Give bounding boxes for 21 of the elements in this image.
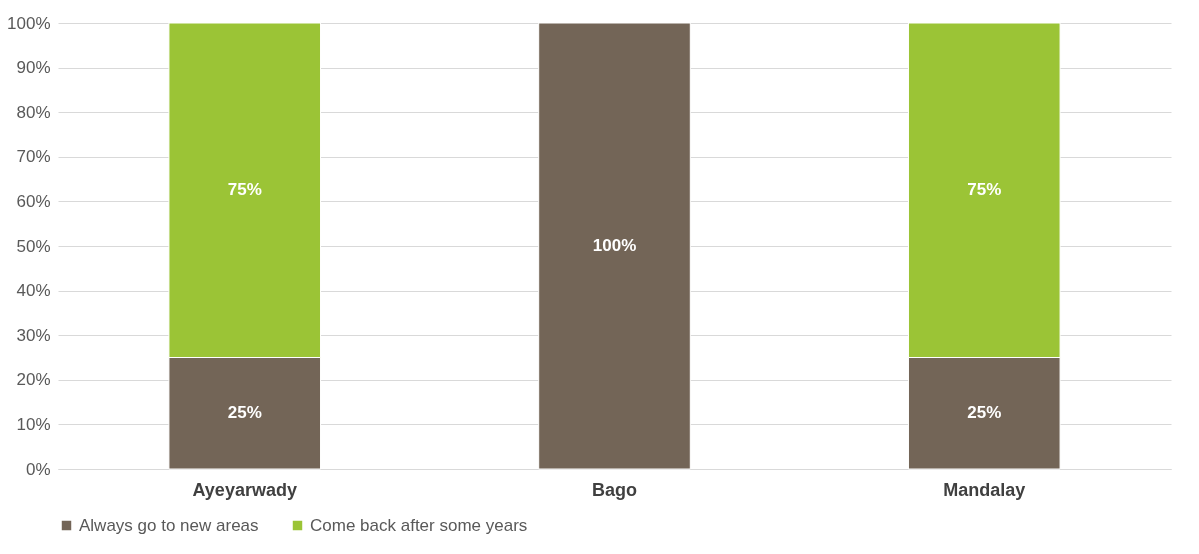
y-tick-label: 20% [16,370,51,390]
legend-label: Always go to new areas [79,515,259,535]
data-label: 100% [592,236,637,255]
y-tick-label: 0% [25,459,51,479]
y-tick-label: 100% [7,13,51,33]
legend-label: Come back after some years [310,515,528,535]
data-label: 25% [227,403,262,423]
y-tick-label: 50% [16,236,51,256]
x-tick-label: Mandalay [943,479,1026,500]
y-tick-label: 80% [16,102,51,122]
data-label: 75% [227,180,262,200]
data-label: 75% [967,180,1002,200]
y-tick-label: 60% [16,191,51,211]
x-tick-label: Bago [592,479,637,500]
x-tick-label: Ayeyarwady [192,479,297,500]
data-label: 25% [967,403,1002,423]
y-tick-label: 10% [16,414,51,434]
y-tick-label: 90% [16,58,51,78]
y-tick-label: 40% [16,281,51,301]
y-tick-label: 70% [16,147,51,167]
y-tick-label: 30% [16,325,51,345]
